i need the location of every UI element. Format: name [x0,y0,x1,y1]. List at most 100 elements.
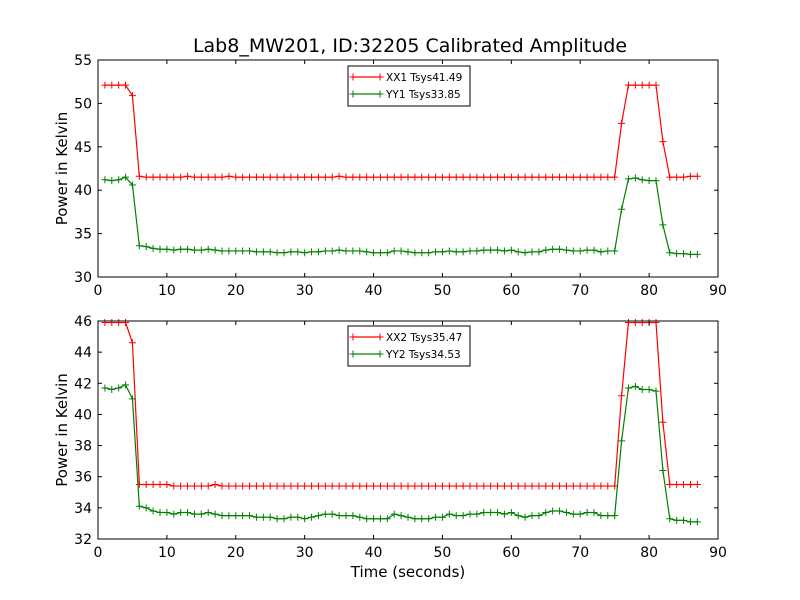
data-point-marker [549,173,557,181]
x-tick-label: 80 [640,545,658,561]
data-point-marker [259,513,267,521]
data-point-marker [652,319,660,327]
data-point-marker [122,319,130,327]
data-point-marker [494,246,502,254]
data-point-marker [314,482,322,490]
data-point-marker [624,81,632,89]
data-point-marker [624,319,632,327]
data-point-marker [659,418,667,426]
data-point-marker [652,387,660,395]
data-point-marker [115,81,123,89]
data-point-marker [273,482,281,490]
data-point-marker [618,205,626,213]
data-point-marker [184,509,192,517]
data-point-marker [576,247,584,255]
data-point-marker [438,248,446,256]
data-point-marker [418,173,426,181]
data-point-marker [686,481,694,488]
data-point-marker [569,510,577,518]
data-point-marker [507,482,515,490]
data-point-marker [287,482,295,490]
data-point-marker [273,173,281,181]
data-point-marker [411,515,419,523]
data-point-marker [321,510,329,518]
data-point-marker [122,81,130,89]
data-point-marker [342,247,350,255]
data-point-marker [239,247,247,255]
data-point-marker [693,172,701,180]
data-point-marker [321,247,329,255]
data-point-marker [349,173,357,181]
data-point-marker [170,510,178,518]
data-point-marker [418,515,426,523]
x-tick-label: 80 [640,283,658,299]
data-point-marker [631,382,639,390]
data-point-marker [562,173,570,181]
data-point-marker [521,482,529,490]
x-tick-label: 50 [434,283,452,299]
data-point-marker [432,513,440,521]
data-point-marker [163,481,171,488]
data-point-marker [487,173,495,181]
data-point-marker [252,482,260,490]
y-tick-label: 40 [74,407,92,423]
y-tick-label: 34 [74,501,92,517]
data-point-marker [487,482,495,490]
y-tick-label: 30 [74,270,92,286]
data-point-marker [252,248,260,256]
data-point-marker [149,244,157,252]
data-point-marker [370,515,378,523]
data-point-marker [494,509,502,517]
data-point-marker [170,173,178,181]
data-point-marker [204,245,212,253]
data-point-marker [101,81,109,89]
data-point-marker [287,173,295,181]
data-point-marker [480,246,488,254]
data-point-marker [645,386,653,394]
data-point-marker [363,515,371,523]
axes-frame [97,320,719,540]
data-point-marker [197,482,205,490]
data-point-marker [597,173,605,181]
data-point-marker [418,482,426,490]
data-point-marker [356,247,364,255]
data-point-marker [487,246,495,254]
data-point-marker [404,173,412,181]
legend-entry-label: XX2 Tsys35.47 [386,332,462,344]
x-tick-label: 40 [365,283,383,299]
data-point-marker [556,507,564,515]
data-point-marker [452,248,460,256]
data-point-marker [473,247,481,255]
data-point-marker [142,504,150,512]
data-point-marker [528,482,536,490]
data-point-marker [638,176,646,184]
data-point-marker [246,173,254,181]
data-point-marker [528,173,536,181]
data-point-marker [376,515,384,523]
data-point-marker [349,482,357,490]
data-point-marker [473,510,481,518]
data-point-marker [459,173,467,181]
x-axis-label: Time (seconds) [350,563,466,581]
data-point-marker [108,81,116,89]
data-point-marker [280,173,288,181]
x-tick-label: 60 [502,545,520,561]
data-point-marker [314,173,322,181]
data-point-marker [459,248,467,256]
data-point-marker [177,509,185,517]
data-point-marker [507,173,515,181]
x-tick-label: 0 [94,283,103,299]
data-point-marker [638,81,646,89]
data-point-marker [569,173,577,181]
x-tick-label: 10 [158,545,176,561]
data-point-marker [273,515,281,523]
data-point-marker [115,319,123,327]
data-point-marker [266,482,274,490]
data-point-marker [500,247,508,255]
data-point-marker [549,482,557,490]
data-point-marker [349,512,357,520]
data-point-marker [452,512,460,520]
data-point-marker [680,481,688,488]
data-point-marker [211,510,219,518]
data-point-marker [673,173,681,181]
